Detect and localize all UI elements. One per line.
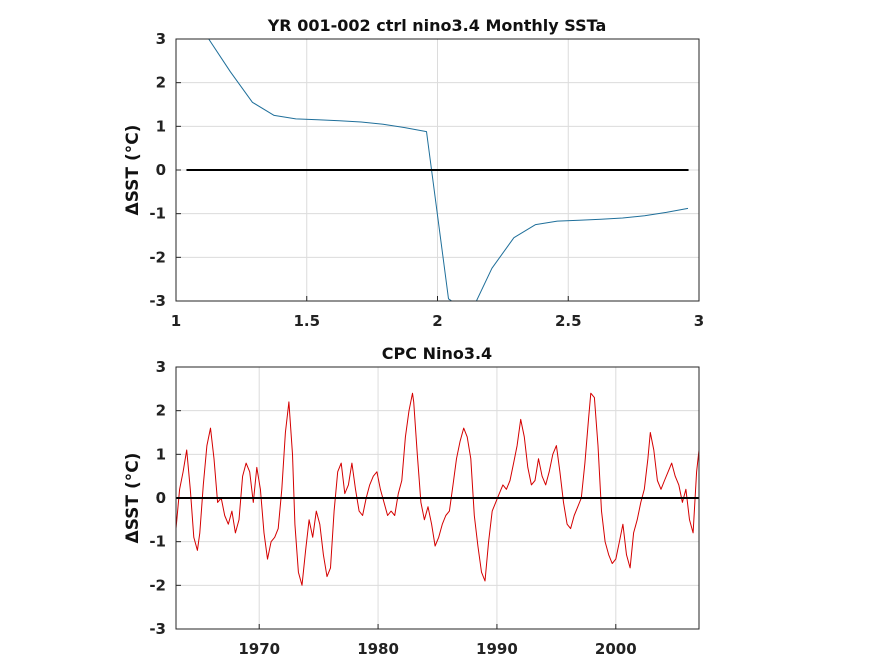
- bottom-chart-title: CPC Nino3.4: [382, 344, 492, 363]
- b-ytick-label: -1: [149, 533, 166, 551]
- b-ytick-label: -2: [149, 576, 166, 594]
- top-subplot: 1 1.5 2 2.5 3 -3 -2 -1 0 1 2 3 YR 001-002 ctrl nin…: [123, 16, 704, 330]
- b-series-line: [176, 392, 699, 586]
- t-ytick-label: 0: [156, 161, 166, 179]
- t-ytick-label: 1: [156, 117, 166, 135]
- b-ytick-label: 0: [156, 489, 166, 507]
- t-ytick-label: -2: [149, 248, 166, 266]
- b-ytick-label: -3: [149, 620, 166, 638]
- b-xtick-label: 1980: [357, 640, 399, 656]
- top-xtick-labels: 1 1.5 2 2.5 3: [171, 312, 704, 330]
- t-xtick-label: 3: [694, 312, 704, 330]
- bottom-ytick-labels: -3 -2 -1 0 1 2 3: [149, 358, 166, 638]
- bottom-y-axis-label: ΔSST (°C): [123, 453, 143, 544]
- t-ytick-label: 3: [156, 30, 166, 48]
- bottom-xtick-labels: 1970 1980 1990 2000: [238, 640, 636, 656]
- b-ytick-label: 2: [156, 402, 166, 420]
- top-series-group: [208, 39, 689, 301]
- t-xtick-label: 2: [432, 312, 442, 330]
- bottom-axes-frame: [175, 366, 700, 630]
- t-xtick-label: 1.5: [293, 312, 320, 330]
- t-ytick-label: -3: [149, 292, 166, 310]
- t-xtick-label: 2.5: [555, 312, 582, 330]
- top-chart-title: YR 001-002 ctrl nino3.4 Monthly SSTa: [267, 16, 607, 35]
- b-xtick-label: 1970: [238, 640, 280, 656]
- b-xtick-label: 1990: [476, 640, 518, 656]
- t-series-line: [208, 39, 689, 301]
- b-xtick-label: 2000: [595, 640, 637, 656]
- top-ytick-labels: -3 -2 -1 0 1 2 3: [149, 30, 166, 310]
- b-ytick-label: 1: [156, 445, 166, 463]
- t-xtick-label: 1: [171, 312, 181, 330]
- t-ytick-label: 2: [156, 74, 166, 92]
- top-y-axis-label: ΔSST (°C): [123, 125, 143, 216]
- t-ytick-label: -1: [149, 205, 166, 223]
- bottom-series-group: [176, 392, 699, 586]
- top-axes-frame: [175, 38, 700, 302]
- b-ytick-label: 3: [156, 358, 166, 376]
